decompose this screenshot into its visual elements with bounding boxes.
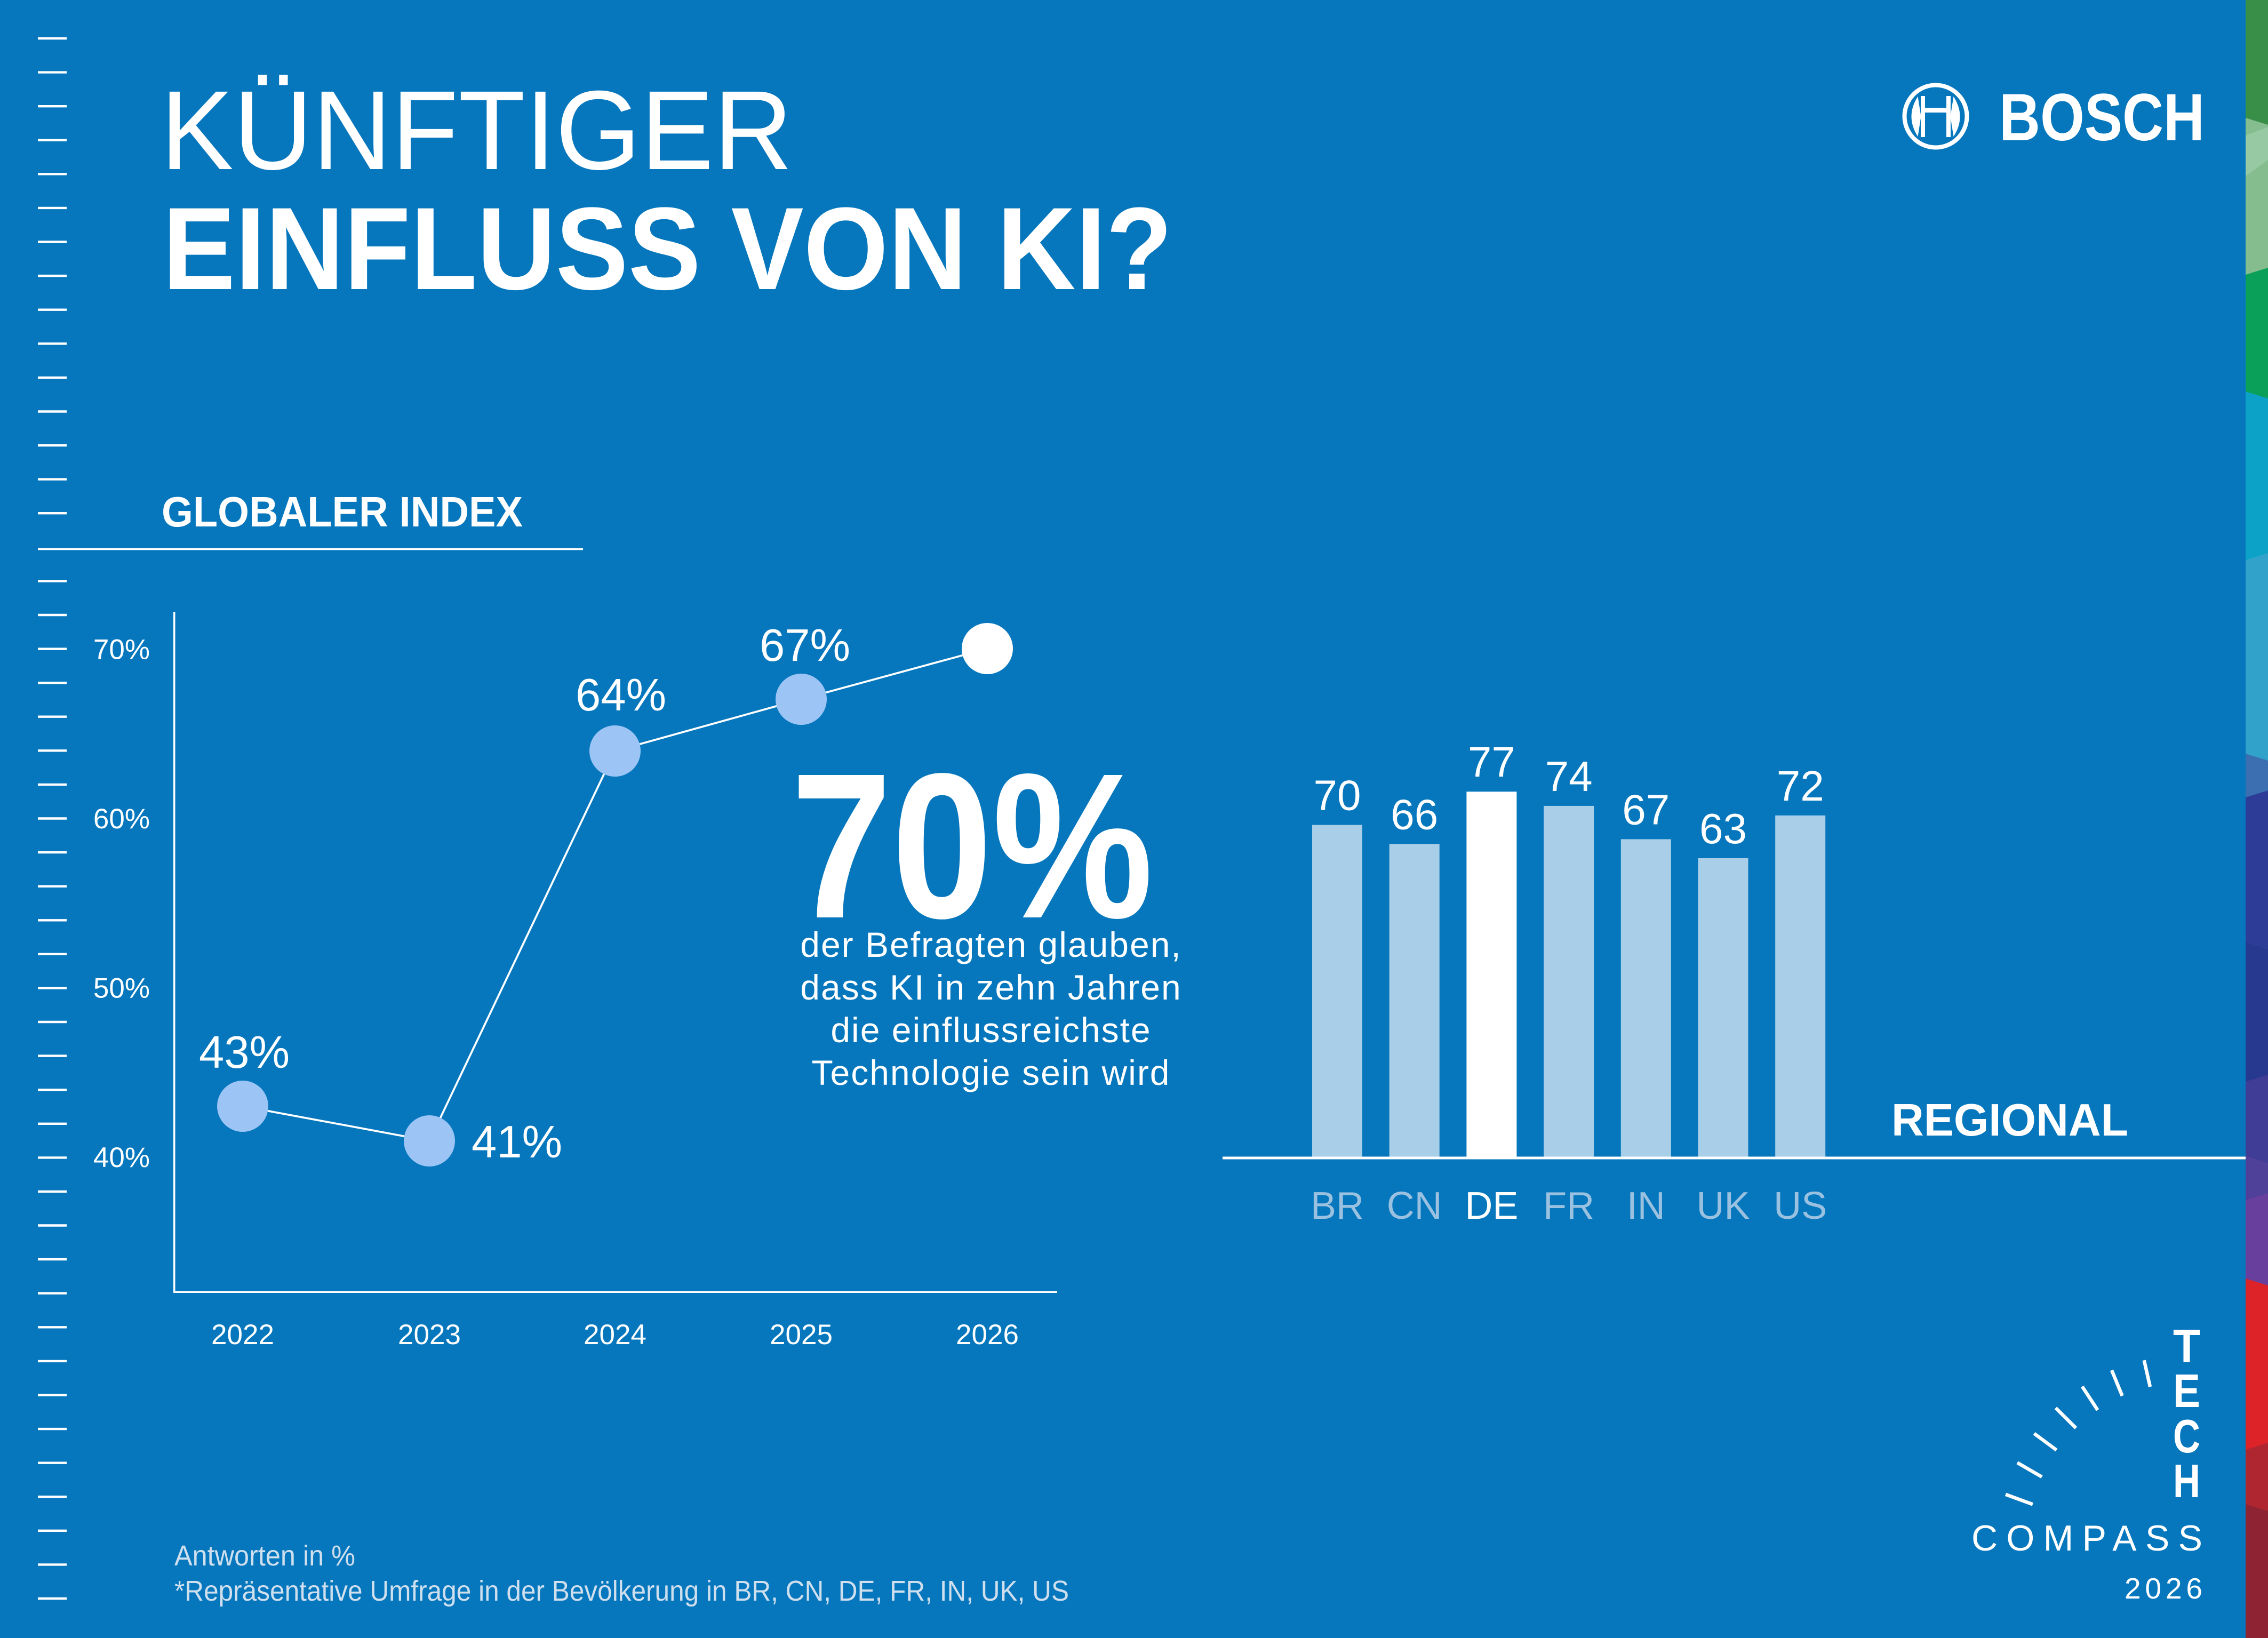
svg-text:2024: 2024 — [584, 1319, 646, 1351]
svg-text:IN: IN — [1627, 1185, 1665, 1227]
svg-text:UK: UK — [1696, 1185, 1750, 1227]
svg-text:GLOBALER INDEX: GLOBALER INDEX — [162, 488, 523, 536]
svg-text:70: 70 — [1314, 772, 1361, 819]
svg-text:der Befragten glauben,: der Befragten glauben, — [800, 925, 1182, 964]
svg-text:72: 72 — [1777, 762, 1824, 810]
svg-text:43%: 43% — [199, 1027, 290, 1078]
svg-text:2025: 2025 — [770, 1319, 833, 1351]
svg-text:40%: 40% — [93, 1142, 150, 1173]
svg-text:77: 77 — [1468, 738, 1515, 786]
svg-text:DE: DE — [1465, 1185, 1518, 1227]
svg-text:T: T — [2173, 1320, 2200, 1372]
svg-text:US: US — [1774, 1185, 1827, 1227]
svg-text:70%: 70% — [791, 731, 1153, 962]
svg-text:70%: 70% — [93, 634, 150, 666]
svg-text:REGIONAL: REGIONAL — [1891, 1095, 2128, 1146]
svg-text:COMPASS: COMPASS — [1971, 1518, 2202, 1559]
svg-text:EINFLUSS VON KI?: EINFLUSS VON KI? — [163, 183, 1172, 314]
svg-text:H: H — [2173, 1455, 2200, 1507]
svg-text:*Repräsentative Umfrage in der: *Repräsentative Umfrage in der Bevölkeru… — [174, 1575, 1069, 1607]
svg-text:50%: 50% — [93, 973, 150, 1004]
svg-text:Antworten in %: Antworten in % — [174, 1540, 355, 1572]
svg-text:die einflussreichste: die einflussreichste — [830, 1010, 1151, 1050]
svg-text:BOSCH: BOSCH — [1999, 81, 2205, 155]
svg-text:C: C — [2173, 1410, 2200, 1463]
svg-text:2023: 2023 — [398, 1319, 461, 1351]
svg-text:67%: 67% — [760, 620, 850, 671]
svg-text:74: 74 — [1545, 753, 1593, 800]
svg-text:CN: CN — [1387, 1185, 1442, 1227]
svg-text:FR: FR — [1543, 1185, 1594, 1227]
svg-text:60%: 60% — [93, 803, 150, 835]
svg-text:BR: BR — [1311, 1185, 1364, 1227]
svg-text:dass KI in zehn Jahren: dass KI in zehn Jahren — [800, 968, 1181, 1007]
svg-text:KÜNFTIGER: KÜNFTIGER — [161, 67, 793, 193]
svg-text:66: 66 — [1391, 790, 1438, 838]
svg-text:67: 67 — [1622, 786, 1670, 833]
svg-text:2026: 2026 — [956, 1319, 1019, 1351]
svg-text:64%: 64% — [576, 670, 666, 721]
svg-text:E: E — [2173, 1364, 2200, 1417]
svg-text:63: 63 — [1699, 805, 1747, 852]
svg-text:Technologie sein wird: Technologie sein wird — [811, 1053, 1170, 1092]
svg-text:2022: 2022 — [211, 1319, 274, 1351]
svg-text:41%: 41% — [472, 1117, 562, 1168]
